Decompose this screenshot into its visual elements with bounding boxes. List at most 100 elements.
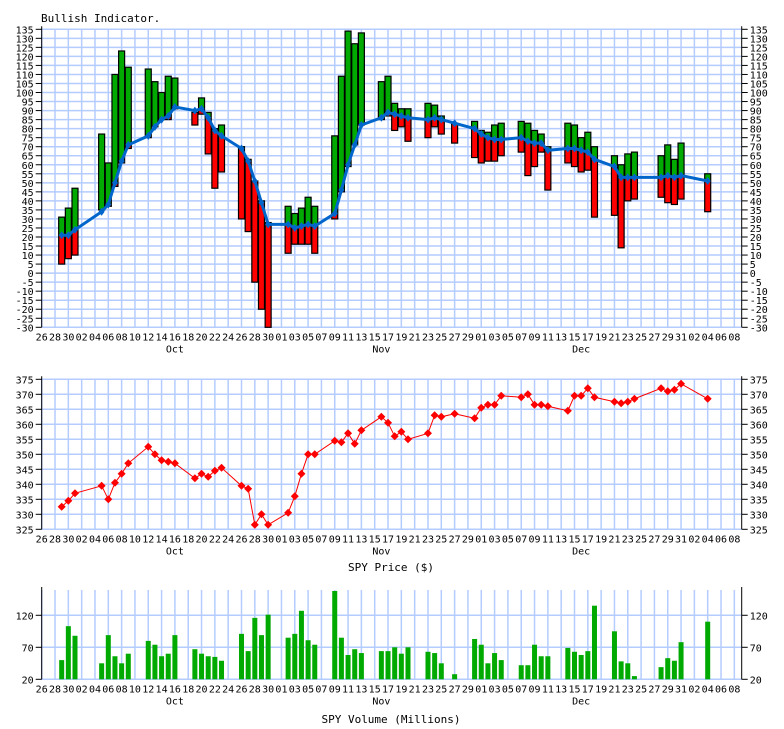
bullish-bar-up — [405, 108, 411, 118]
x-tick-label: 26 — [235, 684, 247, 695]
bullish-bar-up — [391, 103, 398, 115]
x-tick-label: 29 — [462, 332, 474, 343]
x-tick-label: 21 — [409, 332, 421, 343]
y-tick-label-right: 0 — [750, 269, 756, 280]
month-label: Oct — [166, 344, 184, 355]
bullish-ma-point — [524, 137, 531, 146]
y-tick-label-left: 105 — [16, 79, 34, 90]
price-point — [377, 412, 386, 421]
x-tick-label: 24 — [222, 534, 234, 545]
bullish-bar-down — [245, 161, 252, 232]
y-tick-label-left: 115 — [16, 61, 34, 72]
x-tick-label: 14 — [156, 684, 168, 695]
bullish-ma-point — [484, 133, 491, 142]
volume-bar — [611, 631, 617, 680]
x-tick-label: 06 — [102, 534, 114, 545]
bullish-bar-outline — [404, 108, 412, 142]
bullish-bar-down — [238, 148, 245, 219]
x-tick-label: 09 — [329, 332, 341, 343]
x-tick-label: 09 — [529, 534, 541, 545]
price-point — [437, 412, 446, 421]
price-point — [450, 409, 459, 418]
x-tick-label: 26 — [36, 534, 48, 545]
bullish-bar-up — [678, 143, 685, 176]
x-tick-label: 26 — [235, 534, 247, 545]
y-tick-label-left: 355 — [16, 435, 34, 446]
x-tick-label: 04 — [702, 332, 714, 343]
bullish-bar-down — [438, 119, 445, 135]
price-point — [677, 379, 686, 388]
bullish-bar-up — [531, 130, 538, 144]
y-tick-label-right: 110 — [750, 70, 768, 81]
volume-bar — [298, 610, 304, 680]
x-tick-label: 05 — [302, 534, 314, 545]
volume-bar — [452, 674, 458, 680]
y-tick-label-right: -15 — [750, 296, 768, 307]
y-tick-label-right: 70 — [750, 143, 762, 154]
bullish-ma-point — [118, 157, 125, 166]
bullish-bar-down — [311, 226, 318, 254]
bullish-bar-down — [191, 112, 198, 126]
bullish-bar-down — [391, 114, 398, 131]
volume-bar — [498, 660, 504, 680]
x-tick-label: 19 — [395, 534, 407, 545]
volume-bar — [219, 660, 225, 680]
x-tick-label: 01 — [475, 332, 487, 343]
x-tick-label: 08 — [116, 332, 128, 343]
bullish-ma-point — [198, 104, 205, 113]
month-label: Dec — [572, 344, 590, 355]
x-tick-label: 15 — [568, 332, 580, 343]
x-tick-label: 05 — [502, 534, 514, 545]
bullish-ma-point — [571, 144, 578, 153]
x-tick-label: 19 — [395, 332, 407, 343]
bullish-ma-point — [385, 108, 392, 117]
price-point — [357, 426, 366, 435]
x-tick-label: 30 — [62, 332, 74, 343]
x-tick-label: 02 — [688, 332, 700, 343]
x-tick-label: 28 — [249, 684, 261, 695]
x-tick-label: 15 — [369, 684, 381, 695]
volume-bar — [99, 663, 105, 680]
bullish-bar-up — [518, 121, 525, 138]
x-tick-label: 30 — [62, 684, 74, 695]
x-tick-label: 13 — [555, 534, 567, 545]
y-tick-label-right: 120 — [750, 611, 768, 622]
bullish-bar-outline — [204, 111, 212, 155]
volume-bar — [332, 590, 338, 680]
bullish-bar-down — [405, 117, 411, 142]
bullish-bar-up — [664, 144, 671, 176]
price-point — [523, 390, 532, 399]
x-tick-label: 25 — [635, 534, 647, 545]
y-tick-label-right: 10 — [750, 251, 762, 262]
bullish-bar-up — [351, 43, 358, 145]
x-tick-label: 20 — [196, 332, 208, 343]
bullish-bar-down — [624, 177, 631, 201]
bullish-bar-outline — [197, 97, 206, 115]
bullish-ma-point — [105, 200, 112, 209]
bullish-bar-up — [631, 152, 638, 178]
x-tick-label: 01 — [475, 684, 487, 695]
y-tick-label-left: -20 — [16, 305, 34, 316]
bullish-bar-outline — [484, 131, 492, 162]
price-point — [670, 385, 679, 394]
bullish-ma-point — [578, 146, 585, 155]
bullish-ma-point — [391, 110, 398, 119]
bullish-ma-point — [191, 106, 198, 115]
x-tick-label: 10 — [129, 534, 141, 545]
x-tick-label: 01 — [275, 332, 287, 343]
price-point — [657, 384, 666, 393]
x-tick-label: 27 — [449, 534, 461, 545]
bullish-bar-down — [265, 224, 272, 328]
bullish-ma-point — [98, 207, 105, 216]
price-point — [517, 393, 526, 402]
x-tick-label: 29 — [462, 684, 474, 695]
volume-bar — [152, 644, 158, 680]
month-label: Dec — [572, 546, 590, 557]
bullish-bar-outline — [590, 146, 599, 218]
x-tick-label: 11 — [542, 684, 554, 695]
x-tick-label: 25 — [435, 534, 447, 545]
bullish-bar-up — [291, 213, 298, 228]
y-tick-label-right: 75 — [750, 134, 762, 145]
x-tick-label: 17 — [582, 684, 594, 695]
y-tick-label-right: -25 — [750, 314, 768, 325]
